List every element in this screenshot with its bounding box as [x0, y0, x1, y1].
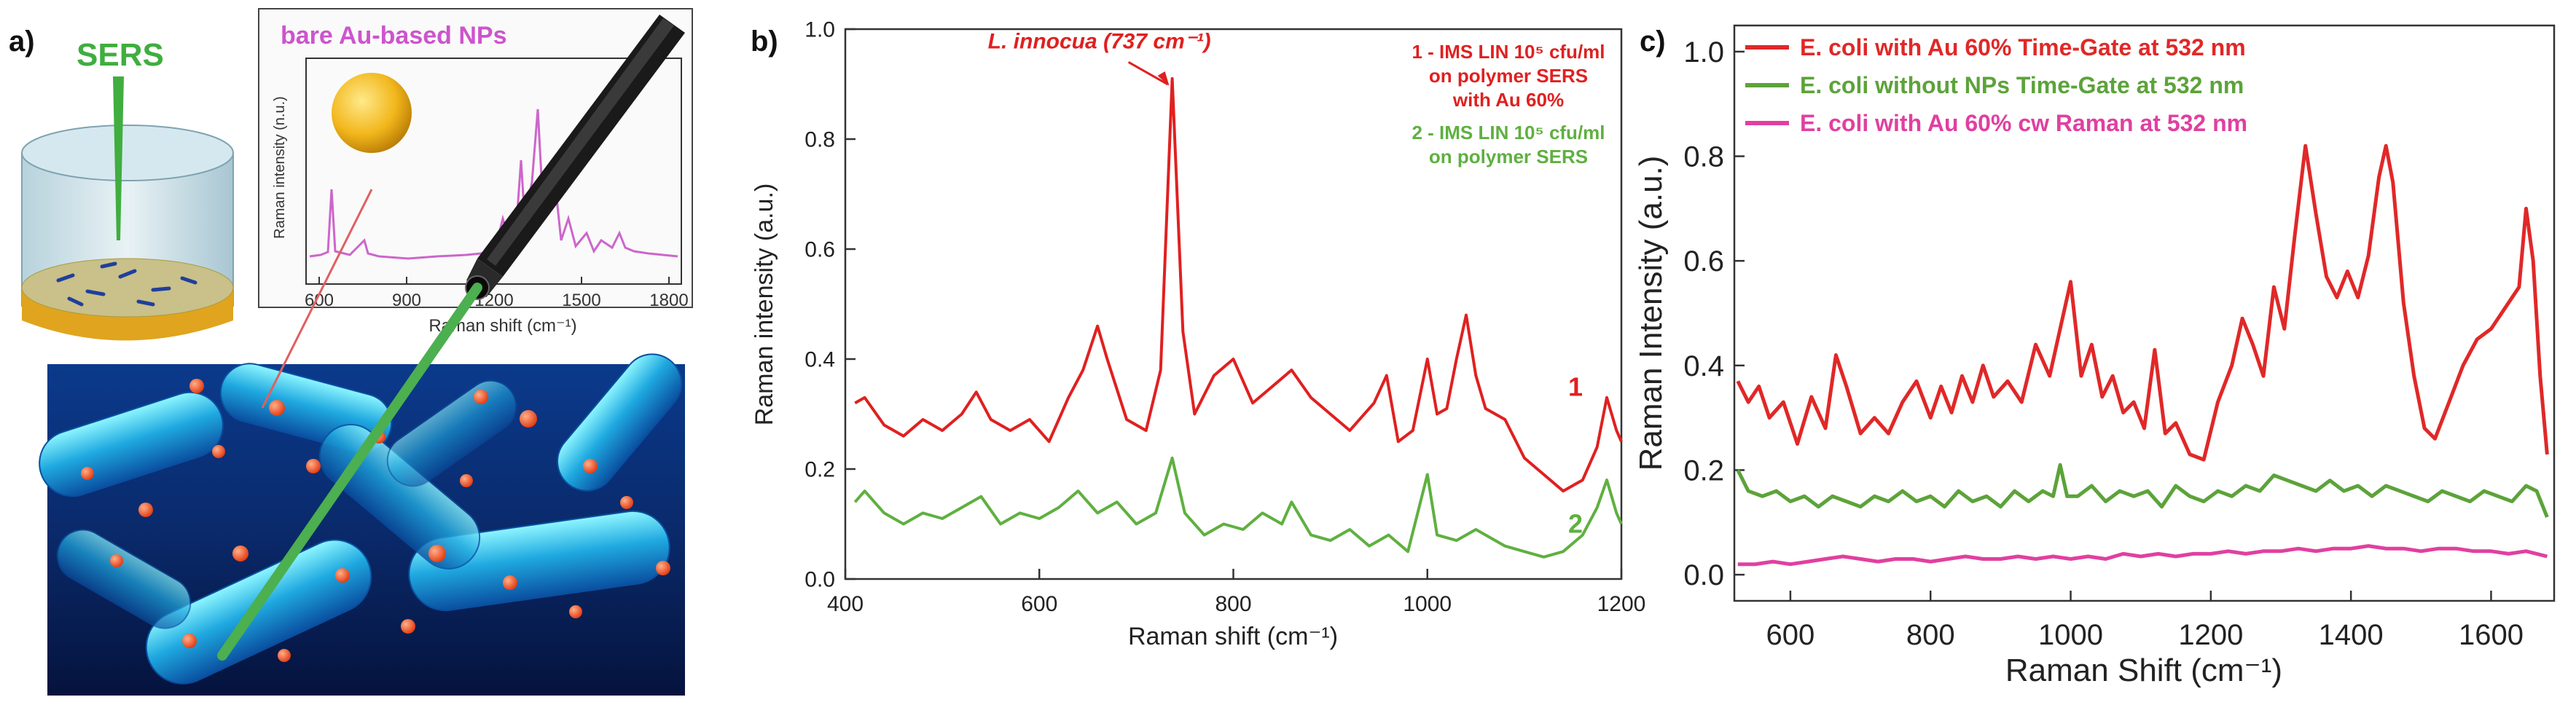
- panel-label-b: b): [751, 25, 778, 58]
- y-tick-label: 0.8: [804, 128, 835, 152]
- annotation-arrow: [1127, 60, 1169, 86]
- y-tick-label: 0.2: [1683, 454, 1724, 487]
- inset-title: bare Au-based NPs: [281, 22, 507, 50]
- inset-pointer-line: [261, 189, 373, 409]
- y-tick-label: 0.4: [1683, 350, 1724, 382]
- plot-frame-b: [844, 28, 1623, 580]
- inset-ticks: 600 900 1200 1500 1800: [305, 277, 689, 310]
- series-line-1: [1736, 143, 2549, 462]
- y-tick-label: 0.8: [1683, 141, 1724, 173]
- y-tick-label: 0.2: [804, 458, 835, 482]
- y-tick-label: 0.6: [1683, 245, 1724, 277]
- inset-spectrum-line: [309, 109, 678, 260]
- y-tick-label: 0.6: [804, 238, 835, 262]
- x-tick-label: 800: [1215, 592, 1251, 616]
- inset-ylabel: Raman intensity (n.u.): [272, 96, 288, 239]
- x-axis-label-c: Raman Shift (cm⁻¹): [2005, 653, 2282, 688]
- peak-annotation: L. innocua (737 cm⁻¹): [988, 29, 1211, 53]
- series-line-1: [854, 76, 1623, 493]
- x-tick-label: 800: [1906, 619, 1955, 651]
- panel-b-chart: b) 400 600 800 1000 1200 0.0 0.2 0.4 0.6 0.8 1.0 1…: [751, 18, 1645, 651]
- y-tick-label: 1.0: [1683, 36, 1724, 68]
- y-tick-label: 0.4: [804, 348, 835, 372]
- inset-spectrum: bare Au-based NPs Raman intensity (n.u.)…: [258, 8, 693, 336]
- series-line-3: [1737, 544, 2548, 567]
- inset-xtick-label: 900: [392, 291, 421, 310]
- legend-entry-1-line: 1 - IMS LIN 10⁵ cfu/ml: [1412, 41, 1605, 63]
- y-axis-label-c: Raman Intensity (a.u.): [1633, 156, 1669, 471]
- legend-entry-1-line: with Au 60%: [1452, 89, 1564, 111]
- legend-entry-1-line: on polymer SERS: [1429, 65, 1588, 87]
- y-axis-label-b: Raman intensity (a.u.): [751, 184, 778, 426]
- x-tick-label: 1000: [2038, 619, 2103, 651]
- legend-entry-2-line: 2 - IMS LIN 10⁵ cfu/ml: [1412, 122, 1605, 143]
- legend-label-1: E. coli with Au 60% Time-Gate at 532 nm: [1800, 34, 2246, 60]
- y-tick-label: 0.0: [804, 568, 835, 592]
- x-tick-label: 600: [1766, 619, 1815, 651]
- x-tick-label: 1000: [1403, 592, 1452, 616]
- legend-entry-2-line: on polymer SERS: [1429, 146, 1588, 168]
- x-tick-label: 1400: [2319, 619, 2384, 651]
- x-tick-label: 1600: [2459, 619, 2524, 651]
- gold-nanoparticle-icon: [332, 73, 412, 153]
- legend-label-3: E. coli with Au 60% cw Raman at 532 nm: [1800, 110, 2247, 136]
- sers-label: SERS: [77, 37, 164, 73]
- panel-c-chart: c) 600 800 1000 1200 1400 1600 0.0 0.2 0.4 0.6 0.8…: [1633, 24, 2556, 688]
- sers-substrate-cup: SERS: [21, 37, 234, 341]
- x-tick-label: 600: [1021, 592, 1057, 616]
- x-tick-label: 1200: [1597, 592, 1646, 616]
- y-tick-label: 0.0: [1683, 559, 1724, 591]
- laser-beam: [217, 283, 482, 661]
- panel-label-c: c): [1640, 25, 1666, 58]
- plot-frame-c: [1733, 24, 2556, 602]
- series-label-1: 1: [1568, 371, 1583, 401]
- panel-label-a: a): [9, 25, 35, 58]
- y-tick-label: 1.0: [804, 18, 835, 42]
- inset-xtick-label: 1500: [562, 291, 600, 310]
- legend-label-2: E. coli without NPs Time-Gate at 532 nm: [1800, 72, 2244, 98]
- series-label-2: 2: [1568, 509, 1583, 539]
- series-line-2: [853, 456, 1623, 559]
- x-tick-label: 400: [827, 592, 864, 616]
- panel-a-illustration: a) SERS bare Au-based NPs Raman intensit…: [9, 8, 693, 696]
- x-tick-label: 1200: [2178, 619, 2243, 651]
- bacteria-scene: [39, 189, 685, 696]
- x-axis-label-b: Raman shift (cm⁻¹): [1128, 623, 1338, 650]
- series-line-2: [1736, 462, 2549, 519]
- annotation-arrowhead: [1157, 71, 1170, 86]
- inset-xtick-label: 1800: [649, 291, 688, 310]
